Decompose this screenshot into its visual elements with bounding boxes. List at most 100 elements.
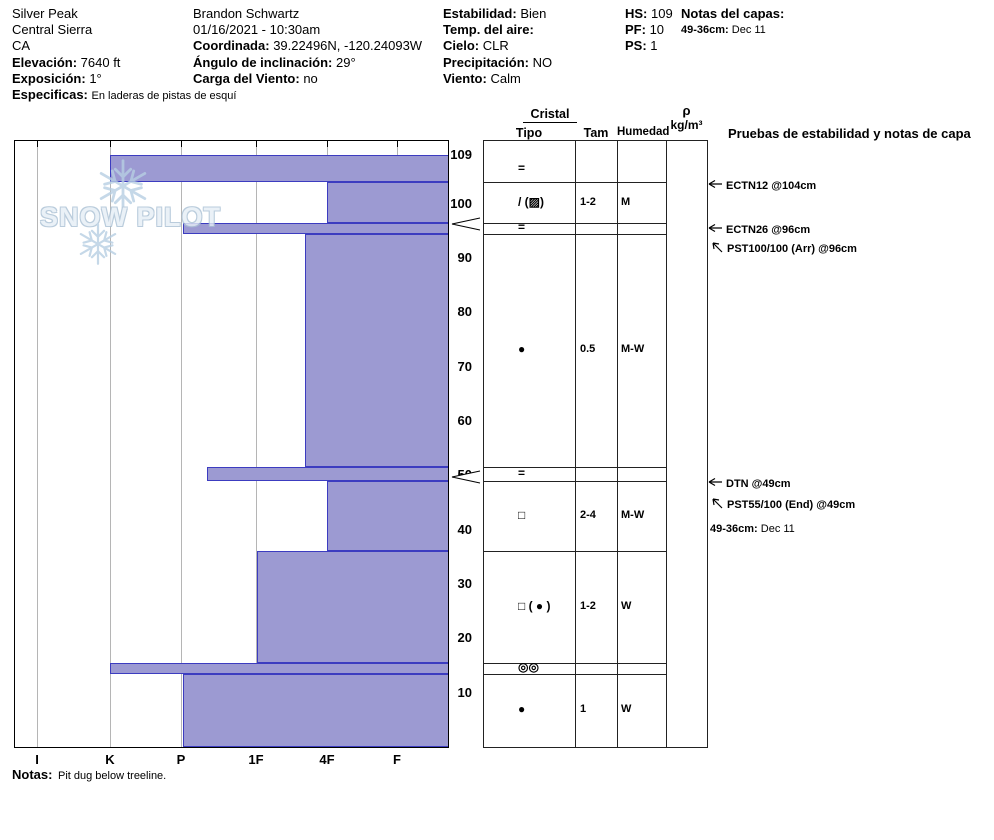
cristal-header: Cristal — [483, 107, 617, 123]
stability-test-label: PST100/100 (Arr) @96cm — [727, 243, 857, 255]
table-row-line — [483, 222, 666, 224]
hardness-gridline — [110, 141, 111, 747]
table-row-line — [483, 673, 666, 675]
coordinates-row: Coordinada: 39.22496N, -120.24093W — [193, 38, 422, 54]
layer-note-row: 49-36cm: Dec 11 — [681, 22, 784, 38]
air-temp-row: Temp. del aire: — [443, 22, 552, 38]
wind-loading-label: Carga del Viento: — [193, 70, 300, 86]
pit-datetime: 01/16/2021 - 10:30am — [193, 22, 321, 38]
specifics-row: Especificas: En laderas de pistas de esq… — [12, 87, 236, 104]
elevation-row: Elevación: 7640 ft — [12, 55, 236, 71]
aspect-value: 1° — [89, 70, 102, 86]
depth-label: 40 — [457, 521, 472, 537]
moisture-cell: W — [621, 600, 632, 613]
snow-layer-bar — [257, 551, 449, 663]
grain-type-cell: / (▨) — [518, 194, 544, 209]
table-row-line — [483, 662, 666, 664]
elevation-value: 7640 ft — [80, 54, 121, 70]
ps-value: 1 — [650, 38, 658, 54]
wind-value: Calm — [490, 70, 521, 86]
hardness-axis-label: P — [176, 752, 186, 767]
cristal-header-text: Cristal — [522, 107, 578, 123]
grain-size-cell: 1-2 — [580, 195, 596, 208]
depth-label: 70 — [457, 358, 472, 374]
header-col-observer: Brandon Schwartz 01/16/2021 - 10:30am Co… — [193, 6, 422, 87]
stability-test-label: ECTN12 @104cm — [726, 179, 817, 192]
grain-type-cell: = — [518, 160, 526, 175]
coordinates-label: Coordinada: — [193, 38, 270, 54]
stability-test-note: DTN @49cm — [707, 477, 791, 490]
snow-layer-bar — [183, 673, 449, 747]
header-col-conditions: Estabilidad: Bien Temp. del aire: Cielo:… — [443, 6, 552, 87]
hardness-gridline — [37, 141, 38, 747]
diagonal-arrow-icon — [711, 497, 724, 513]
depth-label: 20 — [457, 630, 472, 646]
moisture-cell: W — [621, 703, 632, 716]
table-grid-line — [483, 747, 708, 748]
precip-value: NO — [532, 54, 553, 70]
grain-type-cell: □ ( ● ) — [518, 599, 551, 614]
humedad-header: Humedad — [617, 126, 670, 138]
wind-row: Viento: Calm — [443, 71, 552, 87]
table-grid-line — [575, 140, 576, 748]
observer-name: Brandon Schwartz — [193, 6, 300, 21]
stability-test-label: PST55/100 (End) @49cm — [727, 499, 856, 511]
layer-notes-label: Notas del capas: — [681, 6, 785, 21]
site-state: CA — [12, 38, 31, 54]
slope-angle-label: Ángulo de inclinación: — [193, 54, 333, 70]
layer-date-note-label: 49-36cm: — [710, 523, 758, 535]
hs-row: HS: 109 — [625, 6, 673, 22]
table-grid-line — [707, 140, 708, 748]
layer-note-key: 49-36cm: — [681, 24, 729, 37]
snow-layer-bar — [327, 182, 449, 223]
ps-label: PS: — [625, 38, 647, 54]
layer-notes-heading: Notas del capas: — [681, 6, 784, 22]
depth-label: 60 — [457, 413, 472, 429]
air-temp-label: Temp. del aire: — [443, 22, 534, 38]
stability-test-label: ECTN26 @96cm — [726, 223, 811, 236]
grain-size-cell: 1 — [580, 703, 587, 716]
stability-value: Bien — [520, 6, 547, 21]
plot-border — [14, 140, 449, 748]
hardness-axis-label: K — [105, 752, 115, 767]
table-grid-line — [483, 140, 484, 748]
hardness-axis-label: F — [393, 752, 401, 767]
table-row-line — [483, 233, 666, 235]
left-arrow-icon — [707, 477, 723, 490]
hs-label: HS: — [625, 6, 648, 21]
left-arrow-icon — [707, 179, 723, 192]
hardness-axis-label: I — [35, 752, 39, 767]
depth-label: 90 — [457, 250, 472, 266]
snow-layer-bar — [305, 233, 449, 468]
ps-row: PS: 1 — [625, 38, 673, 54]
tipo-header: Tipo — [515, 126, 543, 140]
grain-size-cell: 2-4 — [580, 509, 596, 522]
pit-notes-value: Pit dug below treeline. — [58, 770, 167, 782]
site-region: Central Sierra — [12, 22, 93, 38]
layer-note-val: Dec 11 — [731, 24, 766, 37]
grain-type-cell: ● — [518, 702, 526, 717]
grain-type-cell: □ — [518, 508, 526, 523]
axis-tick-icon — [397, 141, 398, 147]
table-grid-line — [483, 140, 708, 141]
depth-label: 80 — [457, 304, 472, 320]
density-symbol-header: ρ — [682, 103, 691, 118]
stability-row: Estabilidad: Bien — [443, 6, 552, 22]
stability-test-note: PST55/100 (End) @49cm — [711, 497, 855, 513]
hs-value: 109 — [651, 6, 673, 21]
coordinates-value: 39.22496N, -120.24093W — [273, 38, 423, 54]
table-grid-line — [617, 140, 618, 748]
grain-type-cell: = — [518, 220, 526, 235]
precip-label: Precipitación: — [443, 54, 529, 70]
stability-test-note: PST100/100 (Arr) @96cm — [711, 241, 857, 257]
axis-tick-icon — [327, 141, 328, 147]
left-arrow-icon — [707, 223, 723, 236]
sky-row: Cielo: CLR — [443, 38, 552, 54]
table-row-line — [483, 480, 666, 482]
snow-layer-bar — [110, 155, 449, 183]
axis-tick-icon — [181, 141, 182, 147]
axis-tick-icon — [256, 141, 257, 147]
site-name: Silver Peak — [12, 6, 78, 21]
